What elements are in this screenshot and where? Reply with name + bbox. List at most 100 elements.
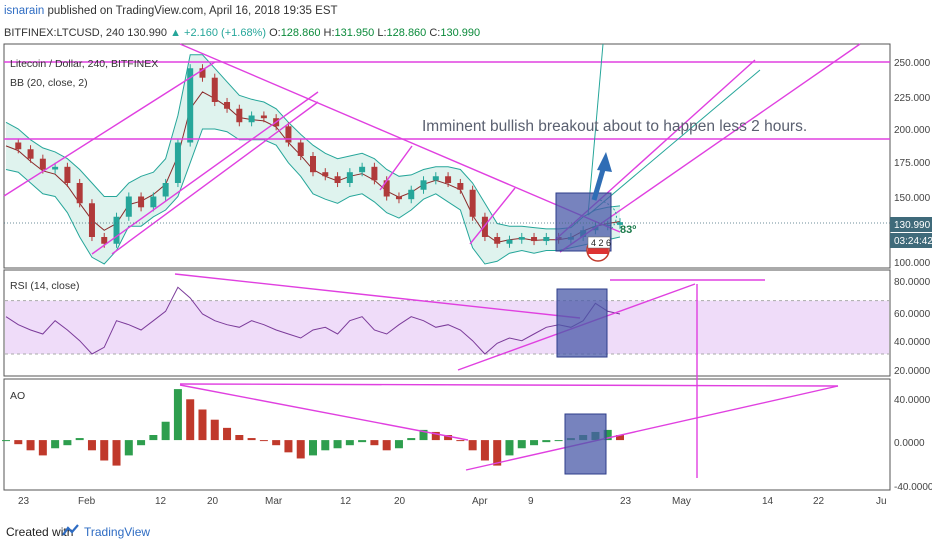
price-change: ▲ +2.160 (+1.68%) [170, 27, 266, 39]
last-price-tag [890, 217, 932, 232]
ao-bar [493, 440, 502, 466]
rsi-tick: 60.0000 [894, 309, 931, 320]
ao-tick: -40.0000 [894, 482, 932, 493]
annotation-text: Imminent bullish breakout about to happe… [422, 118, 807, 135]
ao-bar [247, 438, 256, 441]
flag-icon [588, 248, 608, 254]
open-label: O: [269, 27, 281, 39]
ao-bar [259, 440, 268, 442]
price-candle [162, 183, 169, 197]
time-tick: Mar [265, 496, 283, 507]
ao-bar [296, 440, 305, 459]
price-tick: 150.000 [894, 193, 931, 204]
price-candle [543, 237, 550, 242]
ao-bar [63, 440, 72, 446]
time-tag [890, 233, 932, 248]
time-tick: 22 [813, 496, 825, 507]
ao-bar [480, 440, 489, 461]
price-candle [383, 180, 390, 197]
highlight-box-ao[interactable] [564, 413, 607, 475]
ao-bar [431, 431, 440, 441]
time-tick: Ju [876, 496, 887, 507]
ao-bar [173, 389, 182, 441]
time-tick: 14 [762, 496, 774, 507]
ao-bar [14, 440, 23, 445]
price-candle [39, 158, 46, 170]
price-candle [445, 176, 452, 183]
price-candle [125, 196, 132, 217]
last-price-tag-label: 130.990 [894, 220, 931, 231]
footer: Created with TradingView [0, 511, 932, 550]
price-series [15, 64, 623, 248]
price-candle [432, 176, 439, 181]
ao-tick: 0.0000 [894, 438, 925, 449]
ao-bar [345, 440, 354, 446]
ao-bar [530, 440, 539, 446]
price-candle [64, 166, 71, 183]
price-candle [531, 237, 538, 242]
price-candle [138, 196, 145, 208]
ao-bar [333, 440, 342, 449]
high-label: H: [323, 27, 335, 39]
price-candle [113, 216, 120, 244]
ao-bar [223, 427, 232, 441]
price-candle [285, 126, 292, 143]
rsi-series [5, 286, 889, 355]
rsi-axis: 80.0000 60.0000 40.0000 20.0000 [894, 277, 931, 377]
ao-series [2, 389, 624, 466]
time-tick: 20 [207, 496, 219, 507]
ao-bar [235, 435, 244, 441]
price-candle [260, 115, 267, 119]
time-tick: 12 [340, 496, 352, 507]
last-price: 130.990 [127, 27, 168, 39]
price-candle [150, 196, 157, 208]
ao-bar [149, 435, 158, 441]
price-candle [211, 77, 218, 102]
tradingview-brand-link[interactable]: TradingView [84, 525, 151, 539]
ao-bar [370, 440, 379, 446]
ao-bar [468, 440, 477, 451]
price-candle [334, 176, 341, 183]
low-label: L: [377, 27, 387, 39]
time-tick: 23 [620, 496, 632, 507]
ao-pane-title: AO [10, 390, 25, 402]
created-with-label: Created with [6, 525, 74, 539]
close-label: C: [429, 27, 441, 39]
rsi-band [5, 300, 889, 354]
price-axis: 250.000 225.000 200.000 175.000 150.000 … [894, 58, 931, 269]
rsi-tick: 20.0000 [894, 366, 931, 377]
price-candle [187, 68, 194, 143]
breakout-arrow-icon [591, 152, 612, 201]
rsi-tick: 40.0000 [894, 337, 931, 348]
symbol-line: BITFINEX:LTCUSD, 240 130.990 ▲ +2.160 (+… [4, 27, 480, 39]
highlight-box-rsi[interactable] [556, 288, 608, 358]
ao-bar [87, 440, 96, 451]
price-candle [310, 156, 316, 173]
price-candle [88, 203, 95, 237]
ao-bar [382, 440, 391, 451]
ao-bar [505, 440, 514, 456]
ao-tick: 40.0000 [894, 395, 931, 406]
price-candle [52, 166, 59, 170]
author-link[interactable]: isnarain [4, 5, 45, 17]
price-tick: 100.000 [894, 258, 931, 269]
countdown-label: 4 2 6 [591, 238, 611, 248]
price-candle [27, 149, 34, 159]
countdown-box [587, 236, 611, 249]
price-candle [420, 180, 427, 190]
ao-bar [554, 440, 563, 442]
price-candle [15, 142, 22, 150]
price-candle [101, 237, 108, 244]
ao-bar [358, 440, 367, 443]
trendline-drawings[interactable] [3, 43, 890, 478]
time-tick: May [672, 496, 691, 507]
ao-bar [284, 440, 293, 453]
ao-bar [517, 440, 526, 449]
ao-bar [456, 440, 465, 442]
rsi-line [5, 286, 621, 355]
chart-area[interactable]: 4 2 6 83º Imminent bullish breakout abou… [0, 0, 932, 511]
price-candle [408, 189, 415, 200]
time-axis: 23 Feb 12 20 Mar 12 20 Apr 9 23 May 14 2… [18, 496, 887, 507]
price-candle [371, 166, 378, 181]
bb-lower-line [5, 128, 621, 265]
